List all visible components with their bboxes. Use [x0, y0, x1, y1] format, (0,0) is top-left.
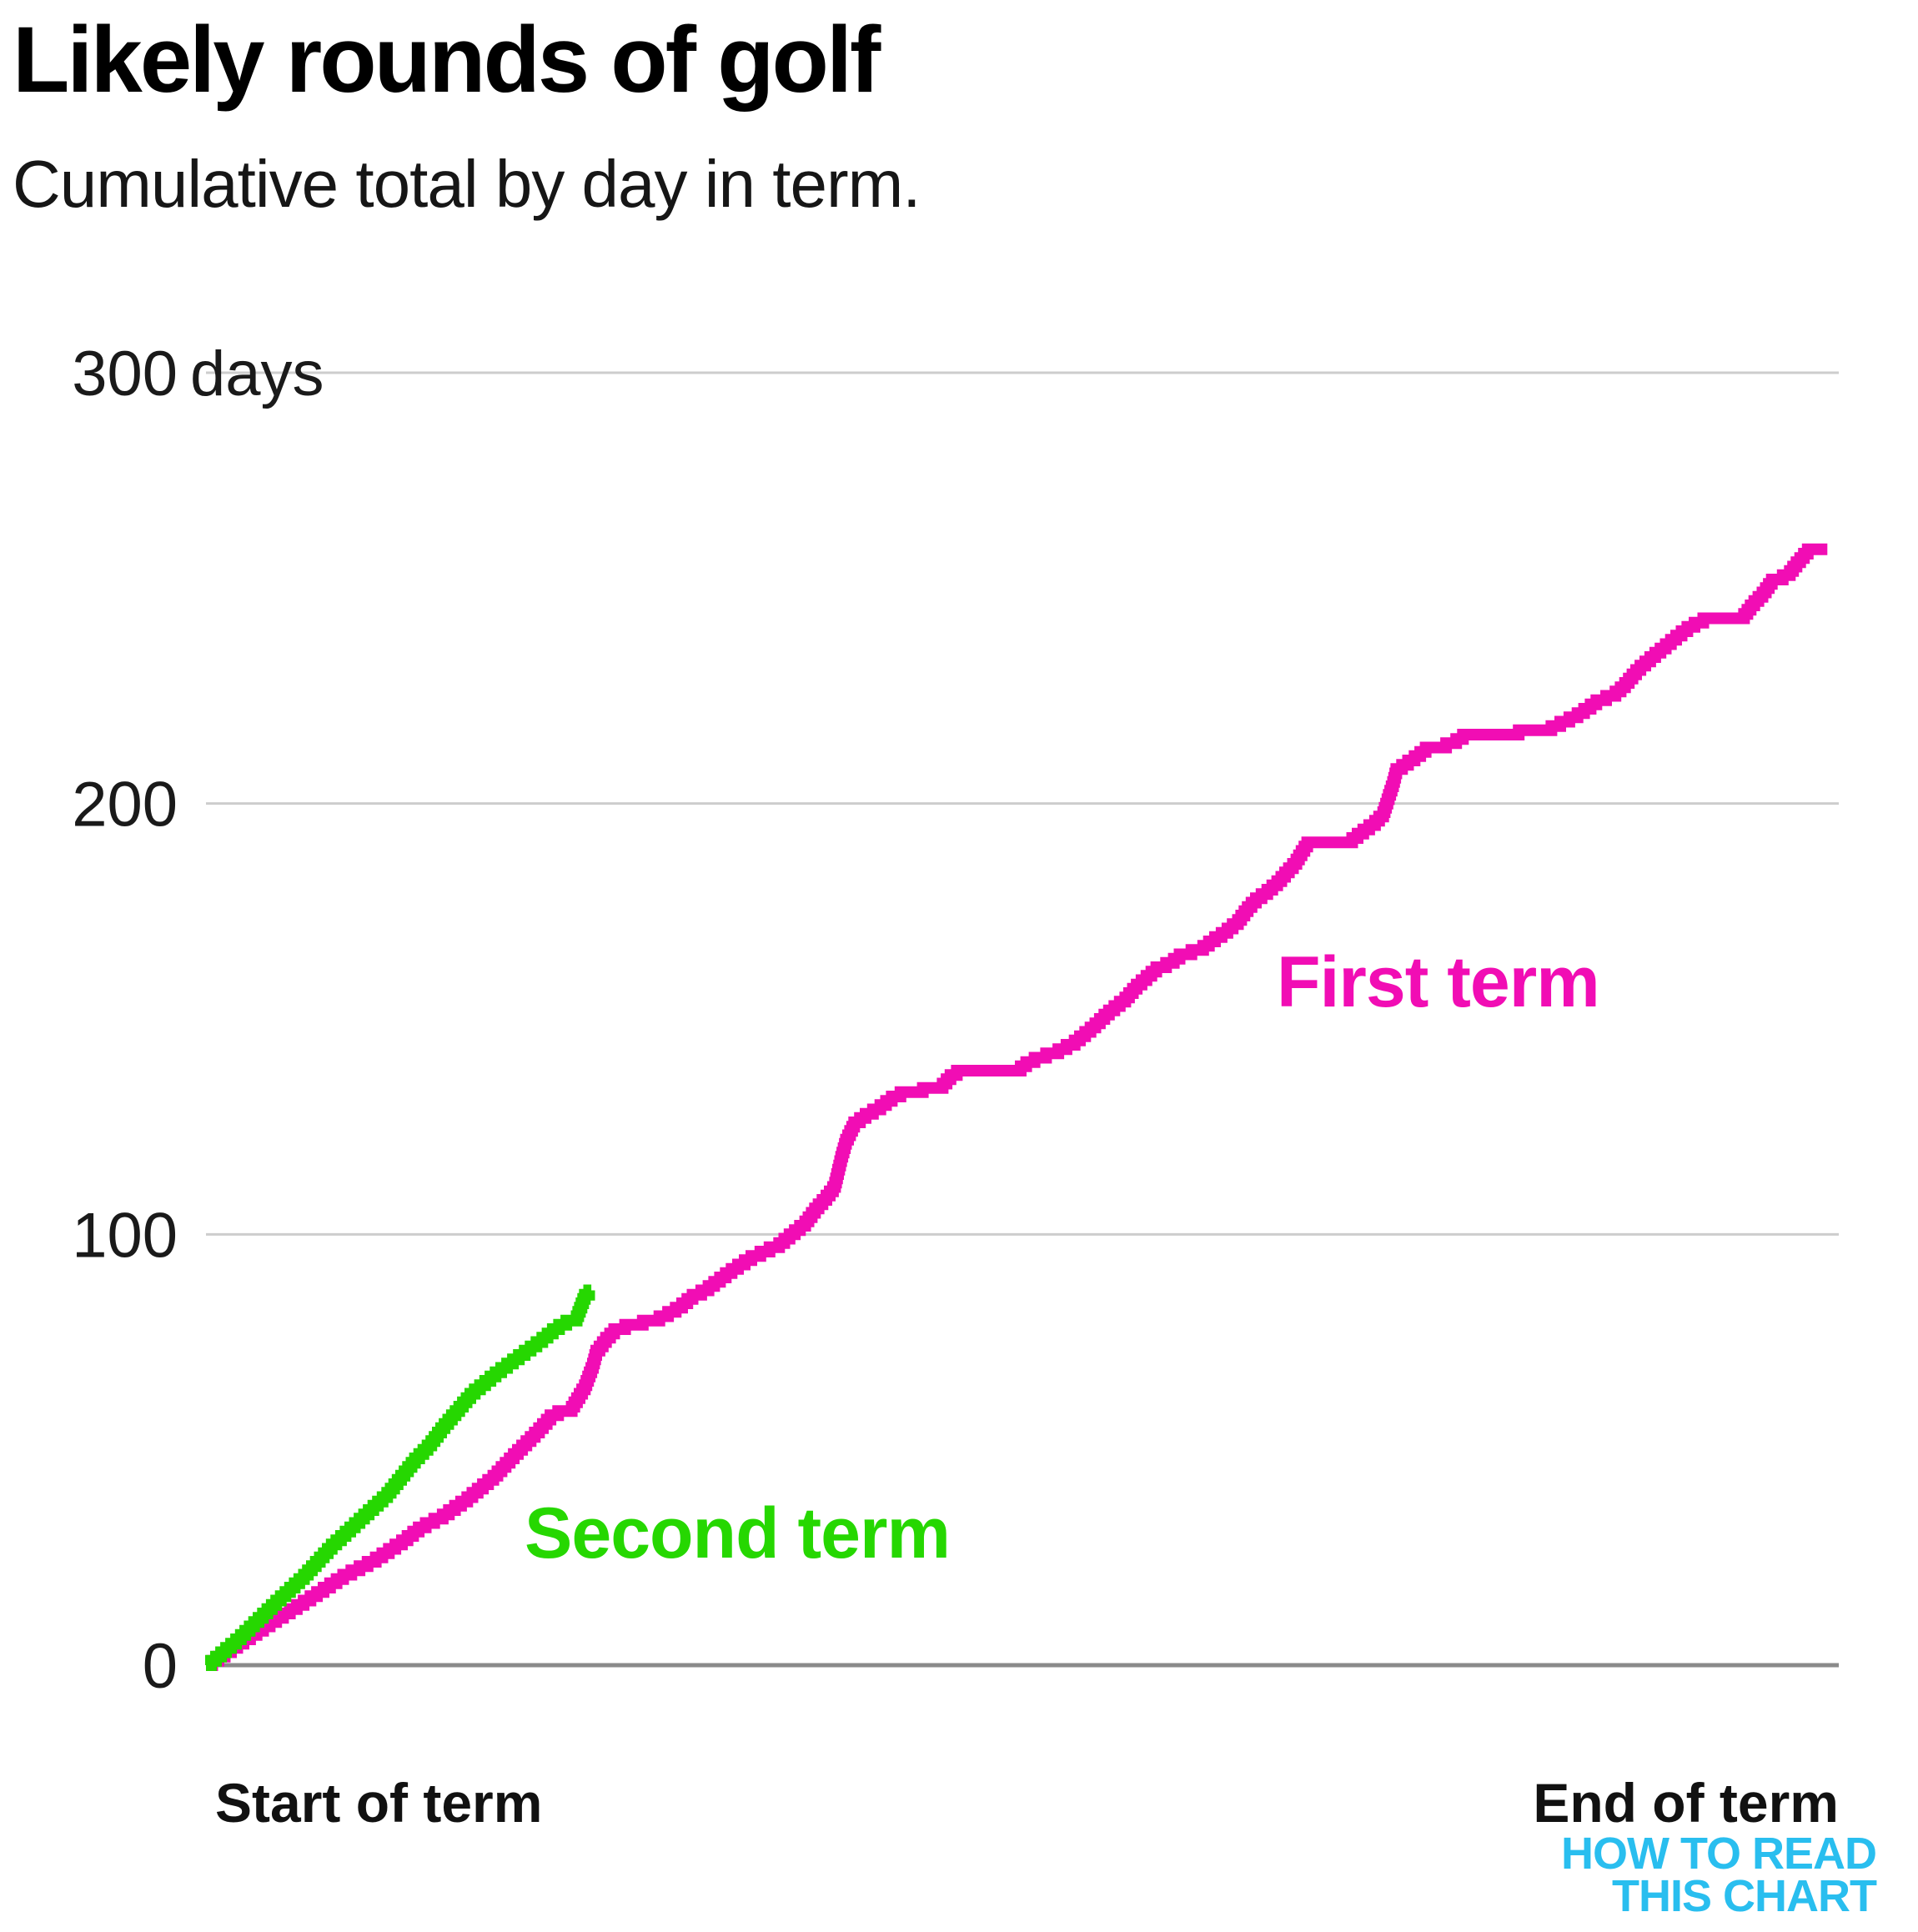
chart-title: Likely rounds of golf [13, 8, 881, 112]
x-axis-label-start: Start of term [215, 1772, 542, 1834]
logo-line-2: THIS CHART [1612, 1871, 1877, 1921]
series-line-first_term [206, 543, 1828, 1671]
y-tick-label: 200 [72, 770, 178, 841]
series-label-first_term: First term [1277, 942, 1599, 1022]
y-tick-label: 300 [72, 339, 178, 409]
series-label-second_term: Second term [525, 1493, 950, 1573]
y-tick-label: 100 [72, 1200, 178, 1271]
y-tick-unit: days [190, 339, 324, 409]
series-line-second_term [205, 1284, 595, 1671]
series-lines [205, 543, 1828, 1671]
gridlines [206, 371, 1839, 1668]
y-axis-tick-labels: 300 days 200 100 0 [72, 339, 324, 1702]
x-axis-label-end: End of term [1533, 1772, 1839, 1834]
logo-line-1: HOW TO READ [1561, 1829, 1876, 1879]
y-tick-label: 0 [143, 1631, 178, 1702]
series-labels: First term Second term [525, 942, 1600, 1573]
chart-subtitle: Cumulative total by day in term. [13, 147, 920, 221]
